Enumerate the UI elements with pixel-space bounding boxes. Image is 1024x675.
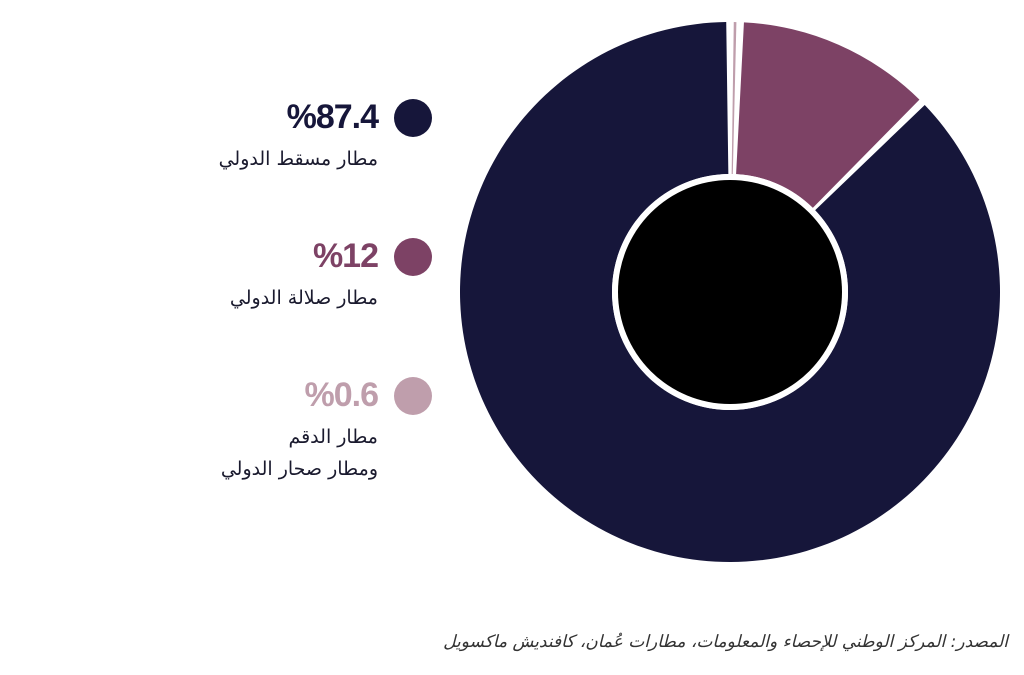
legend-label-salalah: مطار صلالة الدولي [230,282,378,314]
legend-value-duqm-sohar: %0.6 [304,376,379,414]
legend-item-muscat: %87.4 مطار مسقط الدولي [219,98,432,175]
legend-swatch-muscat [394,98,432,137]
legend-value-salalah: %12 [312,237,379,275]
slice-muscat [459,22,1000,563]
legend-label-muscat: مطار مسقط الدولي [219,143,378,175]
legend-swatch-salalah [394,237,432,276]
legend-label-duqm-sohar: مطار الدقم ومطار صحار الدولي [221,421,378,485]
slice-salalah [736,22,920,208]
legend-label-line: ومطار صحار الدولي [220,458,378,480]
legend-label-line: مطار صلالة الدولي [229,287,378,309]
center-disc [618,180,842,404]
legend-item-duqm-sohar: %0.6 مطار الدقم ومطار صحار الدولي [221,376,432,485]
donut-slices [459,22,1000,563]
legend-item-salalah: %12 مطار صلالة الدولي [230,237,432,314]
legend-label-line: مطار مسقط الدولي [218,148,378,170]
slice-duqm-sohar [731,22,737,175]
legend-value-muscat: %87.4 [286,98,379,136]
legend-swatch-duqm-sohar [394,376,432,415]
source-note: المصدر: المركز الوطني للإحصاء والمعلومات… [443,632,1008,652]
legend-label-line: مطار الدقم [288,426,378,448]
